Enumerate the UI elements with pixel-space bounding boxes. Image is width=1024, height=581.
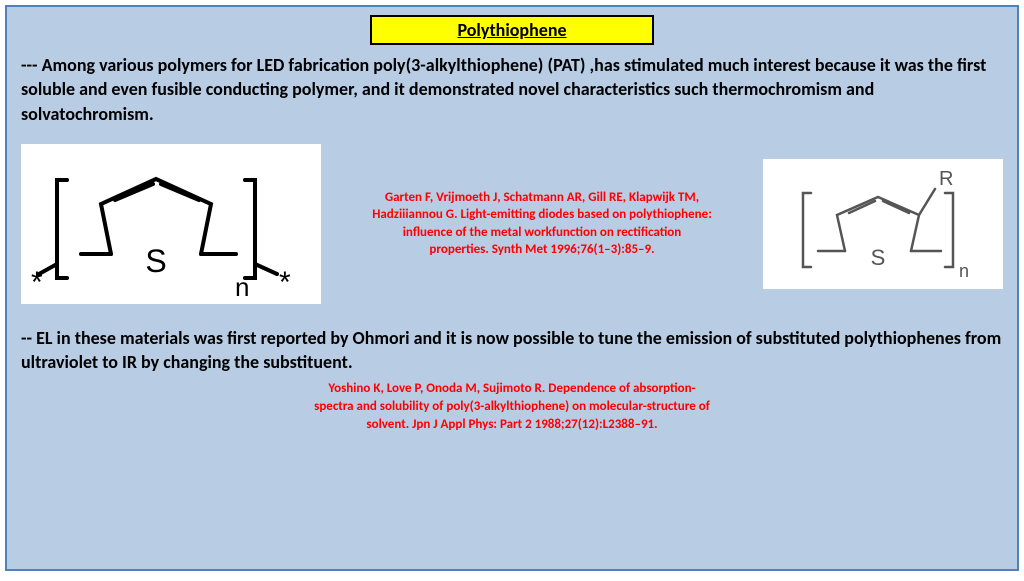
figure-row: S n * * Garten F, Vrijmoeth J, Schatmann… bbox=[21, 144, 1003, 304]
substituted-polythiophene-structure-icon: S R n bbox=[763, 159, 1003, 289]
slide-title: Polythiophene bbox=[370, 15, 654, 45]
paragraph-2: -- EL in these materials was first repor… bbox=[21, 326, 1003, 375]
svg-text:*: * bbox=[31, 266, 43, 299]
slide: Polythiophene --- Among various polymers… bbox=[5, 5, 1019, 571]
svg-text:n: n bbox=[959, 261, 969, 281]
svg-text:S: S bbox=[145, 243, 166, 279]
citation-1: Garten F, Vrijmoeth J, Schatmann AR, Gil… bbox=[372, 189, 712, 259]
polythiophene-structure-icon: S n * * bbox=[21, 144, 321, 304]
svg-text:S: S bbox=[871, 245, 886, 270]
svg-text:n: n bbox=[235, 272, 249, 302]
svg-text:R: R bbox=[939, 168, 953, 190]
svg-text:*: * bbox=[279, 266, 291, 299]
citation-2: Yoshino K, Love P, Onoda M, Sujimoto R. … bbox=[312, 380, 712, 433]
paragraph-1: --- Among various polymers for LED fabri… bbox=[21, 53, 1003, 126]
